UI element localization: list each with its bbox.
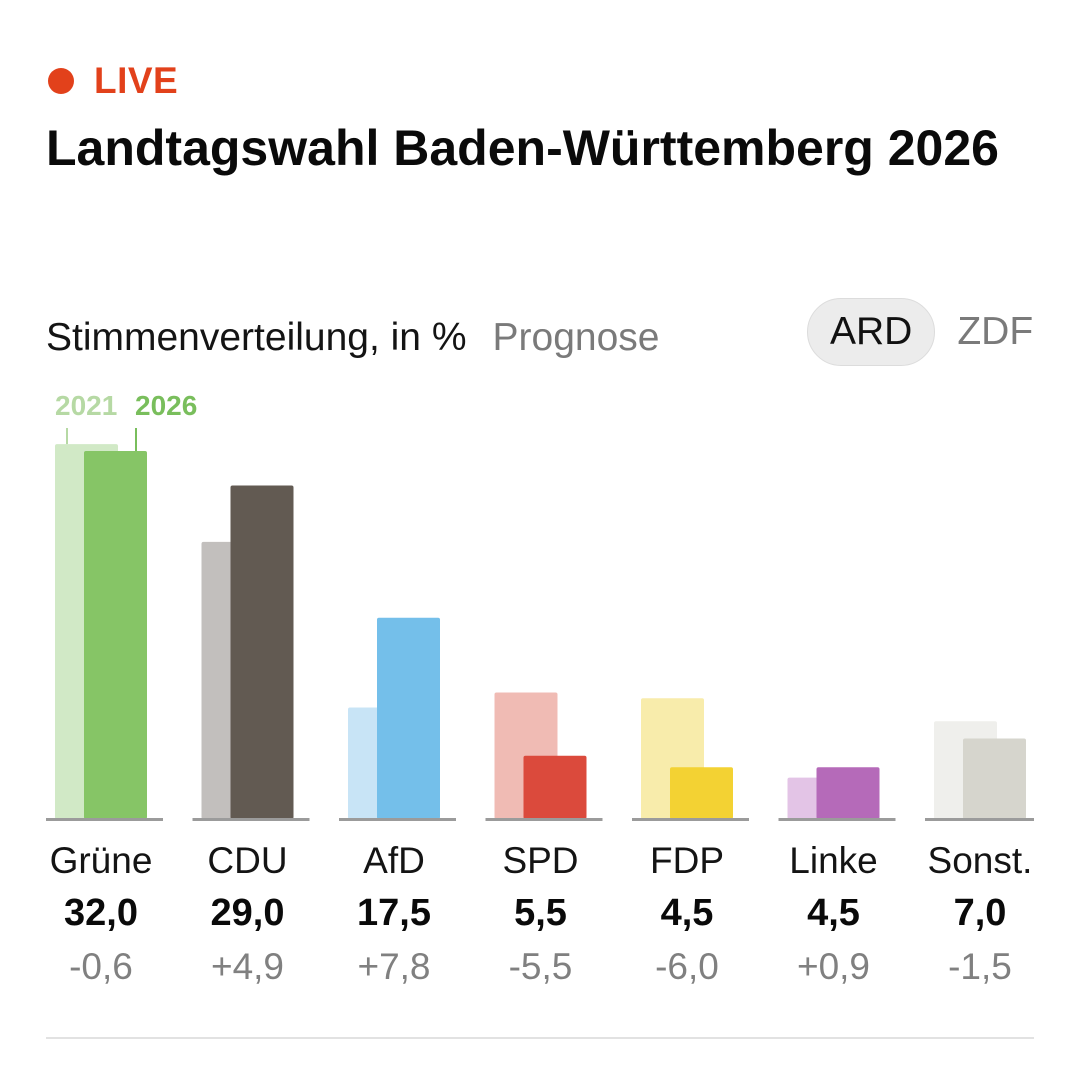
bar-2026-linke	[816, 767, 880, 819]
party-label-grüne: Grüne	[50, 840, 153, 881]
chart-subtitle: Stimmenverteilung, in %	[46, 316, 467, 359]
diff-label-linke: +0,9	[797, 946, 870, 987]
baseline-spd	[485, 818, 603, 821]
party-label-sonst: Sonst.	[928, 840, 1033, 881]
chart-subtitle-row: Stimmenverteilung, in % Prognose	[46, 310, 659, 366]
diff-label-sonst: -1,5	[948, 946, 1012, 987]
baseline-grüne	[46, 818, 163, 821]
bar-2026-cdu	[230, 485, 294, 819]
legend-label-2026: 2026	[135, 390, 197, 421]
value-label-grüne: 32,0	[64, 892, 138, 934]
baseline-sonst	[925, 818, 1034, 821]
party-label-cdu: CDU	[207, 840, 287, 881]
diff-label-afd: +7,8	[357, 946, 430, 987]
live-dot-icon	[48, 68, 74, 94]
baseline-linke	[778, 818, 896, 821]
value-label-cdu: 29,0	[211, 892, 285, 934]
forecast-label: Prognose	[492, 316, 660, 359]
baseline-cdu	[192, 818, 310, 821]
bar-2026-spd	[523, 755, 587, 819]
legend-label-2021: 2021	[55, 390, 117, 421]
diff-label-cdu: +4,9	[211, 946, 284, 987]
live-label: LIVE	[94, 60, 179, 101]
source-tab-zdf-label: ZDF	[957, 310, 1034, 353]
page-title: Landtagswahl Baden-Württemberg 2026	[46, 120, 999, 176]
party-label-linke: Linke	[789, 840, 877, 881]
value-label-afd: 17,5	[357, 892, 431, 934]
value-label-fdp: 4,5	[661, 892, 714, 934]
party-label-spd: SPD	[502, 840, 578, 881]
source-tab-ard[interactable]: ARD	[807, 298, 936, 366]
party-label-afd: AfD	[363, 840, 425, 881]
source-tab-ard-label: ARD	[830, 310, 913, 353]
diff-label-fdp: -6,0	[655, 946, 719, 987]
value-label-sonst: 7,0	[954, 892, 1007, 934]
bar-2026-fdp	[670, 767, 733, 819]
bar-2026-afd	[377, 617, 440, 819]
value-label-spd: 5,5	[514, 892, 567, 934]
section-divider	[46, 1037, 1034, 1039]
baseline-afd	[339, 818, 456, 821]
party-label-fdp: FDP	[650, 840, 724, 881]
bar-2026-sonst	[963, 738, 1026, 819]
bar-2026-grüne	[84, 451, 147, 819]
diff-label-spd: -5,5	[509, 946, 573, 987]
diff-label-grüne: -0,6	[69, 946, 133, 987]
source-toggle: ARD ZDF	[807, 298, 1055, 366]
baseline-fdp	[632, 818, 749, 821]
live-indicator: LIVE	[48, 58, 178, 104]
value-label-linke: 4,5	[807, 892, 860, 934]
source-tab-zdf[interactable]: ZDF	[935, 298, 1055, 366]
